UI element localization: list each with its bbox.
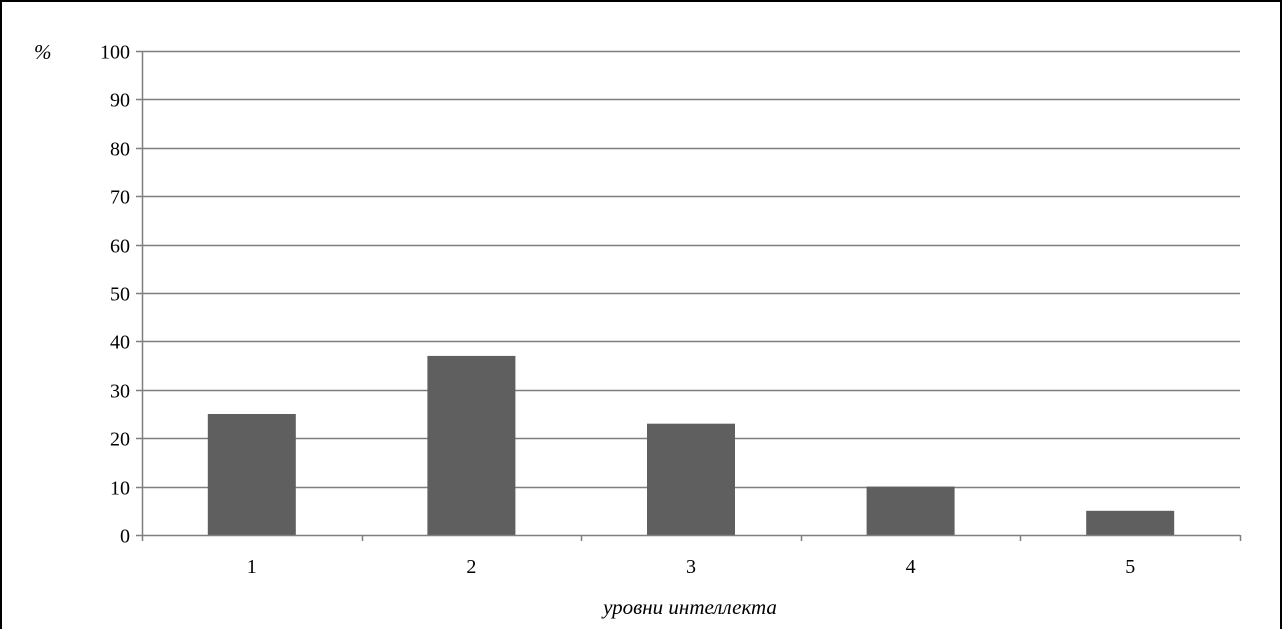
y-tick-label: 50 xyxy=(110,284,130,306)
bar-3 xyxy=(647,423,735,535)
x-tick-labels: 1 2 3 4 5 xyxy=(247,556,1135,578)
y-tick-labels: 0 10 20 30 40 50 60 70 80 90 100 xyxy=(100,42,130,548)
y-tick-label: 80 xyxy=(110,139,130,161)
gridlines xyxy=(136,50,1240,489)
x-tick-label: 4 xyxy=(906,556,916,578)
y-tick-label: 10 xyxy=(110,478,130,500)
y-tick-label: 70 xyxy=(110,187,130,209)
y-tick-label: 100 xyxy=(100,42,130,64)
y-axis-label: % xyxy=(34,40,52,64)
x-axis-label: уровни интеллекта xyxy=(601,595,777,619)
axes xyxy=(136,51,1242,541)
y-tick-label: 60 xyxy=(110,236,130,258)
y-tick-label: 0 xyxy=(120,526,130,548)
y-tick-label: 30 xyxy=(110,381,130,403)
bar-5 xyxy=(1086,510,1175,535)
bars xyxy=(207,355,1175,535)
x-tick-label: 5 xyxy=(1125,556,1135,578)
bar-4 xyxy=(866,486,955,535)
bar-1 xyxy=(207,414,296,535)
y-tick-label: 40 xyxy=(110,332,130,354)
bar-2 xyxy=(427,355,516,535)
y-tick-label: 90 xyxy=(110,90,130,112)
y-tick-label: 20 xyxy=(110,429,130,451)
x-tick-label: 2 xyxy=(466,556,476,578)
x-tick-label: 3 xyxy=(686,556,696,578)
x-tick-label: 1 xyxy=(247,556,257,578)
